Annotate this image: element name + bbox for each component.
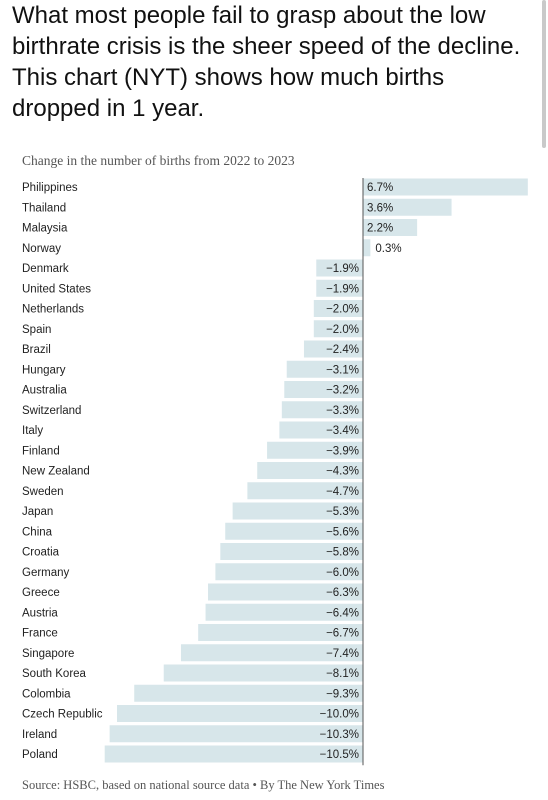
value-label: −8.1% — [326, 668, 359, 680]
category-label: Poland — [22, 749, 58, 761]
category-label: Malaysia — [22, 223, 68, 235]
value-label: −5.6% — [326, 526, 359, 538]
category-label: Denmark — [22, 263, 69, 275]
value-label: 3.6% — [367, 202, 393, 214]
category-label: Colombia — [22, 688, 71, 700]
value-label: 2.2% — [367, 223, 393, 235]
bar-germany — [215, 563, 363, 581]
value-label: −3.1% — [326, 364, 359, 376]
scrollbar[interactable] — [542, 0, 546, 148]
value-label: −10.3% — [320, 729, 359, 741]
category-label: New Zealand — [22, 466, 90, 478]
category-label: Brazil — [22, 344, 51, 356]
value-label: −3.9% — [326, 445, 359, 457]
value-label: −2.4% — [326, 344, 359, 356]
bar-south-korea — [163, 664, 363, 682]
value-label: −9.3% — [326, 688, 359, 700]
category-label: Singapore — [22, 648, 74, 660]
category-label: Greece — [22, 587, 60, 599]
value-label: −6.4% — [326, 607, 359, 619]
category-label: Hungary — [22, 364, 66, 376]
category-label: Philippines — [22, 182, 78, 194]
category-label: Czech Republic — [22, 709, 103, 721]
bar-france — [198, 624, 363, 641]
value-label: −4.7% — [326, 486, 359, 498]
category-label: Spain — [22, 324, 51, 336]
bar-czech-republic — [117, 705, 363, 722]
chart-source: Source: HSBC, based on national source d… — [22, 778, 385, 792]
bar-japan — [232, 502, 363, 520]
value-label: −6.0% — [326, 567, 359, 579]
bar-brazil — [303, 340, 363, 358]
value-label: −2.0% — [326, 304, 359, 316]
bar-spain — [313, 320, 363, 338]
bar-united-states — [316, 279, 363, 297]
value-label: −4.3% — [326, 466, 359, 478]
bar-singapore — [180, 644, 363, 662]
value-label: −5.3% — [326, 506, 359, 518]
value-label: −5.8% — [326, 547, 359, 559]
category-label: South Korea — [22, 668, 87, 680]
bar-norway — [363, 239, 371, 257]
bar-sweden — [247, 482, 363, 500]
bar-austria — [205, 603, 363, 621]
value-label: 6.7% — [367, 182, 393, 194]
category-label: Thailand — [22, 202, 66, 214]
bar-australia — [284, 381, 363, 398]
category-label: China — [22, 526, 53, 538]
value-label: 0.3% — [375, 243, 401, 255]
bar-switzerland — [281, 401, 363, 419]
value-label: −3.3% — [326, 405, 359, 417]
bar-poland — [104, 745, 363, 763]
bar-finland — [267, 441, 363, 459]
category-label: Norway — [22, 243, 61, 255]
category-label: Germany — [22, 567, 70, 579]
value-label: −10.0% — [320, 709, 359, 721]
value-label: −6.3% — [326, 587, 359, 599]
bar-new-zealand — [257, 462, 363, 479]
post-text: What most people fail to grasp about the… — [12, 2, 521, 122]
bar-italy — [279, 421, 363, 439]
category-label: Italy — [22, 425, 43, 437]
category-label: Japan — [22, 506, 53, 518]
value-label: −3.2% — [326, 385, 359, 397]
bar-philippines — [363, 178, 528, 196]
bar-ireland — [109, 725, 364, 743]
bar-china — [225, 522, 363, 540]
value-label: −10.5% — [320, 749, 359, 761]
bar-thailand — [363, 198, 452, 216]
category-label: Croatia — [22, 547, 60, 559]
value-label: −1.9% — [326, 263, 359, 275]
bar-hungary — [286, 360, 363, 378]
bar-netherlands — [313, 300, 363, 317]
category-label: France — [22, 628, 58, 640]
bar-malaysia — [363, 219, 418, 236]
value-label: −6.7% — [326, 628, 359, 640]
category-label: Australia — [22, 385, 67, 397]
category-label: United States — [22, 283, 91, 295]
category-label: Switzerland — [22, 405, 81, 417]
category-label: Netherlands — [22, 304, 84, 316]
category-label: Finland — [22, 445, 60, 457]
chart-title: Change in the number of births from 2022… — [22, 153, 295, 168]
bar-denmark — [316, 259, 363, 277]
value-label: −3.4% — [326, 425, 359, 437]
bar-croatia — [220, 543, 363, 560]
category-label: Austria — [22, 607, 58, 619]
value-label: −2.0% — [326, 324, 359, 336]
bar-greece — [208, 583, 363, 601]
value-label: −1.9% — [326, 283, 359, 295]
category-label: Ireland — [22, 729, 57, 741]
value-label: −7.4% — [326, 648, 359, 660]
bar-colombia — [134, 684, 363, 702]
category-label: Sweden — [22, 486, 64, 498]
